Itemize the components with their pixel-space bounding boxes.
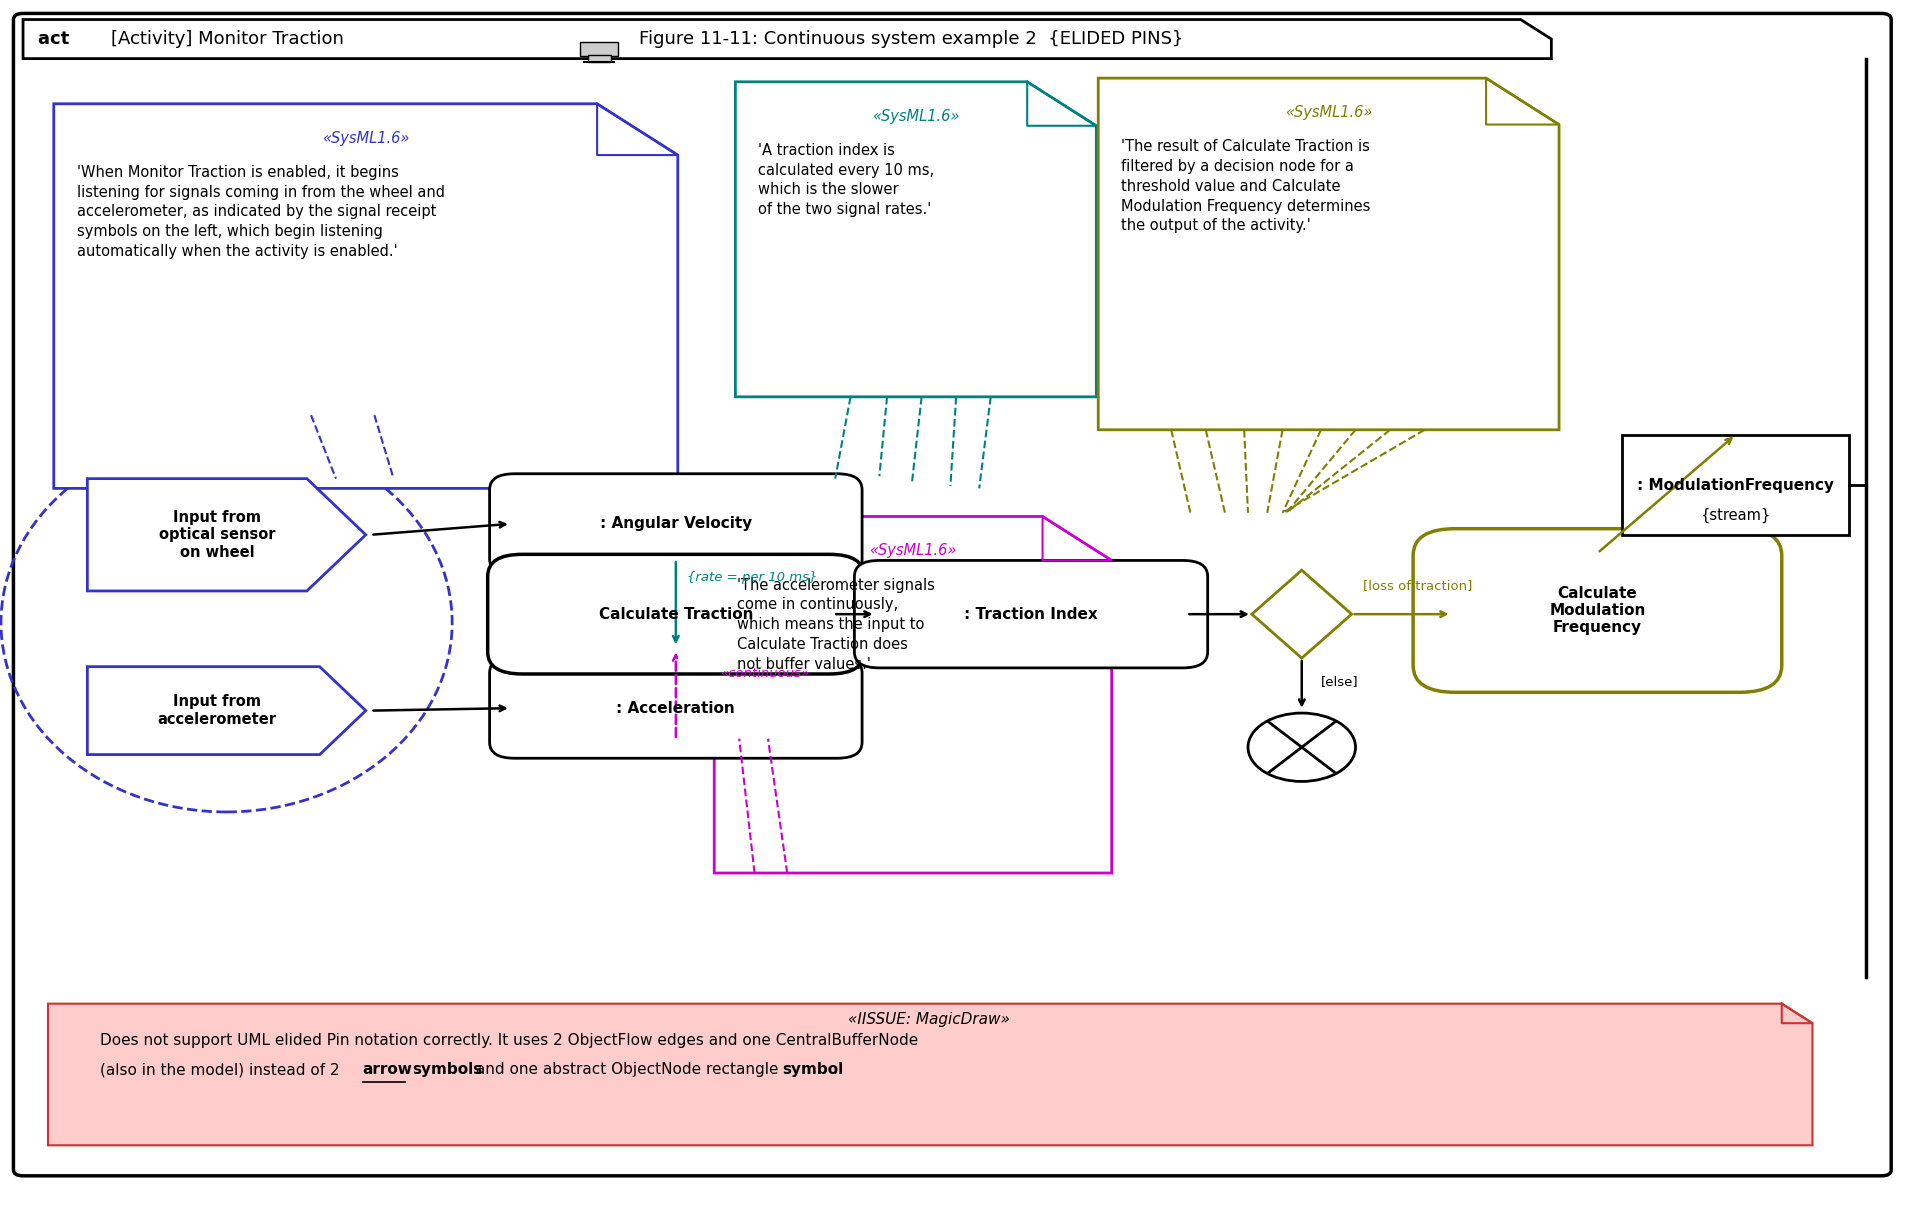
Text: symbol: symbol (781, 1062, 843, 1077)
Text: : ModulationFrequency: : ModulationFrequency (1638, 479, 1834, 493)
Text: Calculate Traction: Calculate Traction (599, 607, 753, 621)
Polygon shape (88, 479, 365, 591)
FancyBboxPatch shape (854, 560, 1208, 668)
FancyBboxPatch shape (490, 474, 862, 575)
Text: and one abstract ObjectNode rectangle: and one abstract ObjectNode rectangle (470, 1062, 783, 1077)
Text: {stream}: {stream} (1701, 508, 1770, 523)
Text: «continuous»: «continuous» (720, 668, 808, 680)
Text: [Activity] Monitor Traction: [Activity] Monitor Traction (111, 31, 344, 48)
Text: 'The accelerometer signals
come in continuously,
which means the input to
Calcul: 'The accelerometer signals come in conti… (737, 578, 935, 672)
Polygon shape (714, 516, 1112, 873)
Polygon shape (23, 20, 1551, 59)
Text: {rate = per 10 ms}: {rate = per 10 ms} (687, 571, 818, 585)
FancyBboxPatch shape (1413, 529, 1782, 692)
Text: Input from
optical sensor
on wheel: Input from optical sensor on wheel (159, 510, 275, 559)
Text: «SysML1.6»: «SysML1.6» (323, 131, 409, 145)
Text: Figure 11-11: Continuous system example 2  {ELIDED PINS}: Figure 11-11: Continuous system example … (639, 31, 1185, 48)
Polygon shape (1098, 78, 1559, 430)
Polygon shape (48, 1004, 1812, 1145)
FancyBboxPatch shape (490, 657, 862, 758)
Text: «SysML1.6»: «SysML1.6» (1284, 105, 1373, 120)
Text: 'A traction index is
calculated every 10 ms,
which is the slower
of the two sign: 'A traction index is calculated every 10… (758, 143, 935, 217)
Bar (1622, 435, 1849, 535)
Text: [else]: [else] (1321, 675, 1359, 687)
Bar (588, 55, 611, 62)
Text: [loss of traction]: [loss of traction] (1363, 579, 1473, 592)
FancyBboxPatch shape (13, 13, 1891, 1176)
Text: symbols: symbols (413, 1062, 482, 1077)
Polygon shape (735, 82, 1096, 397)
Text: : Traction Index: : Traction Index (964, 607, 1098, 621)
Text: Does not support UML elided Pin notation correctly. It uses 2 ObjectFlow edges a: Does not support UML elided Pin notation… (100, 1033, 918, 1048)
Text: «IISSUE: MagicDraw»: «IISSUE: MagicDraw» (849, 1012, 1010, 1027)
Text: Input from
accelerometer: Input from accelerometer (157, 695, 276, 726)
Text: : Acceleration: : Acceleration (616, 701, 735, 716)
Text: : Angular Velocity: : Angular Velocity (599, 516, 753, 531)
Text: arrow: arrow (363, 1062, 413, 1077)
Text: «SysML1.6»: «SysML1.6» (872, 109, 960, 123)
Polygon shape (88, 667, 365, 755)
Text: act: act (38, 31, 77, 48)
Text: 'The result of Calculate Traction is
filtered by a decision node for a
threshold: 'The result of Calculate Traction is fil… (1121, 139, 1371, 233)
Text: .: . (831, 1062, 837, 1077)
FancyBboxPatch shape (488, 554, 864, 674)
Text: (also in the model) instead of 2: (also in the model) instead of 2 (100, 1062, 344, 1077)
Circle shape (1248, 713, 1356, 781)
Polygon shape (1252, 570, 1352, 658)
Text: Calculate
Modulation
Frequency: Calculate Modulation Frequency (1549, 586, 1645, 635)
Bar (580, 42, 618, 56)
Text: «SysML1.6»: «SysML1.6» (870, 543, 956, 558)
Polygon shape (54, 104, 678, 488)
Text: 'When Monitor Traction is enabled, it begins
listening for signals coming in fro: 'When Monitor Traction is enabled, it be… (77, 165, 445, 259)
